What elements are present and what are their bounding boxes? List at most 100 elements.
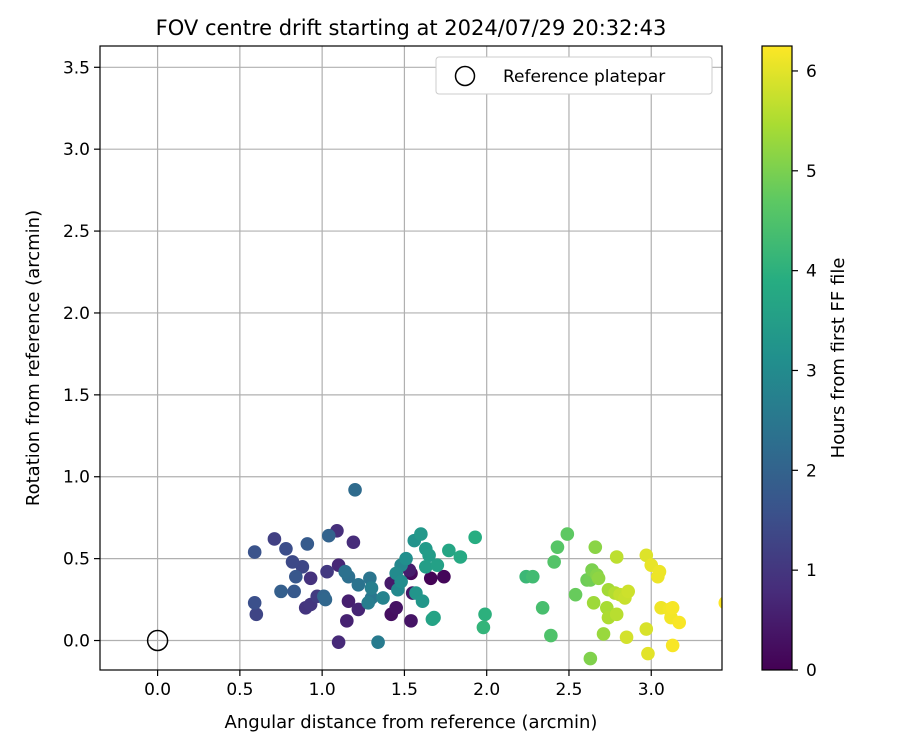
data-point	[287, 584, 301, 599]
data-point	[609, 550, 624, 564]
data-point	[348, 483, 362, 497]
data-point	[351, 578, 366, 592]
data-point	[437, 569, 451, 584]
data-point	[544, 628, 558, 643]
data-point	[389, 600, 403, 615]
data-point	[478, 607, 492, 622]
colorbar-tick-label: 6	[806, 62, 817, 82]
y-tick-label: 0.5	[63, 550, 90, 570]
colorbar-tick-label: 2	[806, 461, 817, 481]
data-point	[641, 646, 655, 661]
data-point	[672, 615, 687, 630]
data-point	[338, 564, 352, 579]
data-point	[423, 571, 438, 586]
data-point	[665, 638, 680, 653]
data-point	[591, 571, 606, 586]
data-point	[371, 635, 385, 649]
colorbar-label: Hours from first FF file	[828, 258, 849, 459]
legend-reference-marker	[454, 65, 476, 87]
y-tick-label: 1.0	[63, 468, 90, 488]
x-tick-label: 1.0	[309, 680, 336, 700]
data-point	[289, 569, 303, 584]
data-point	[404, 614, 418, 628]
data-point	[419, 560, 433, 574]
data-point	[427, 610, 441, 625]
y-tick-label: 2.5	[63, 222, 90, 242]
data-point	[320, 564, 334, 579]
data-point	[399, 551, 413, 566]
data-point	[376, 591, 390, 605]
x-axis-label: Angular distance from reference (arcmin)	[225, 712, 598, 733]
data-point	[430, 558, 445, 572]
colorbar-tick-label: 4	[806, 262, 817, 282]
data-point	[331, 635, 346, 649]
reference-platepar-marker	[146, 629, 169, 652]
data-point	[351, 602, 366, 617]
x-tick-label: 1.5	[391, 680, 418, 700]
data-point	[468, 530, 482, 545]
x-tick-label: 0.0	[144, 680, 171, 700]
x-tick-label: 0.5	[226, 680, 253, 700]
data-point	[442, 543, 456, 558]
data-point	[415, 594, 430, 609]
data-point	[476, 620, 491, 635]
data-point	[340, 614, 354, 628]
data-point	[609, 607, 624, 622]
data-point	[285, 555, 300, 569]
x-tick-label: 2.0	[473, 680, 500, 700]
data-point	[583, 651, 598, 666]
data-point	[341, 594, 356, 609]
data-point	[321, 528, 336, 543]
data-point	[547, 555, 561, 569]
data-point	[247, 596, 262, 610]
y-tick-label: 3.0	[63, 140, 90, 160]
data-point	[652, 564, 667, 579]
colorbar-tick-label: 0	[806, 661, 817, 681]
reference-marker-layer	[146, 629, 169, 652]
colorbar-ticks: 0 1 2 3 4 5 6	[792, 62, 817, 681]
colorbar-tick-label: 5	[806, 162, 817, 182]
data-point	[596, 627, 611, 641]
chart-title: FOV centre drift starting at 2024/07/29 …	[156, 16, 667, 40]
y-tick-label: 3.5	[63, 58, 90, 78]
data-point	[525, 569, 540, 584]
colorbar-gradient	[761, 45, 793, 671]
data-point	[588, 540, 603, 554]
data-point	[414, 527, 428, 541]
x-tick-label: 2.5	[555, 680, 582, 700]
y-axis-ticks: 0.0 0.5 1.0 1.5 2.0 2.5 3.0 3.5	[63, 58, 100, 652]
data-point	[318, 592, 333, 607]
colorbar: 0 1 2 3 4 5 6 Hours from first FF file	[761, 45, 849, 681]
y-axis-label: Rotation from reference (arcmin)	[23, 210, 44, 506]
data-point	[361, 596, 376, 610]
data-point	[279, 542, 293, 556]
data-point	[621, 584, 636, 599]
colorbar-tick-label: 3	[806, 361, 817, 381]
data-point	[535, 600, 550, 615]
legend-entry-reference-platepar: Reference platepar	[503, 67, 665, 87]
y-tick-label: 2.0	[63, 304, 90, 324]
y-tick-label: 1.5	[63, 386, 90, 406]
data-point	[422, 548, 436, 563]
data-point	[639, 622, 654, 636]
plot-frame	[99, 45, 723, 671]
data-point	[394, 574, 408, 589]
legend-box	[435, 56, 713, 95]
colorbar-tick-label: 1	[806, 561, 817, 581]
data-point	[364, 581, 379, 595]
data-point	[303, 571, 318, 586]
data-point	[718, 596, 722, 609]
data-point	[619, 630, 634, 645]
grid	[100, 46, 722, 670]
data-point	[300, 537, 315, 551]
data-point	[560, 527, 575, 541]
data-point	[249, 607, 264, 622]
x-axis-ticks: 0.0 0.5 1.0 1.5 2.0 2.5 3.0	[144, 670, 665, 700]
data-point	[665, 600, 680, 615]
data-point	[274, 584, 288, 599]
data-point	[586, 596, 601, 610]
data-point	[247, 545, 262, 559]
data-point	[267, 532, 282, 546]
